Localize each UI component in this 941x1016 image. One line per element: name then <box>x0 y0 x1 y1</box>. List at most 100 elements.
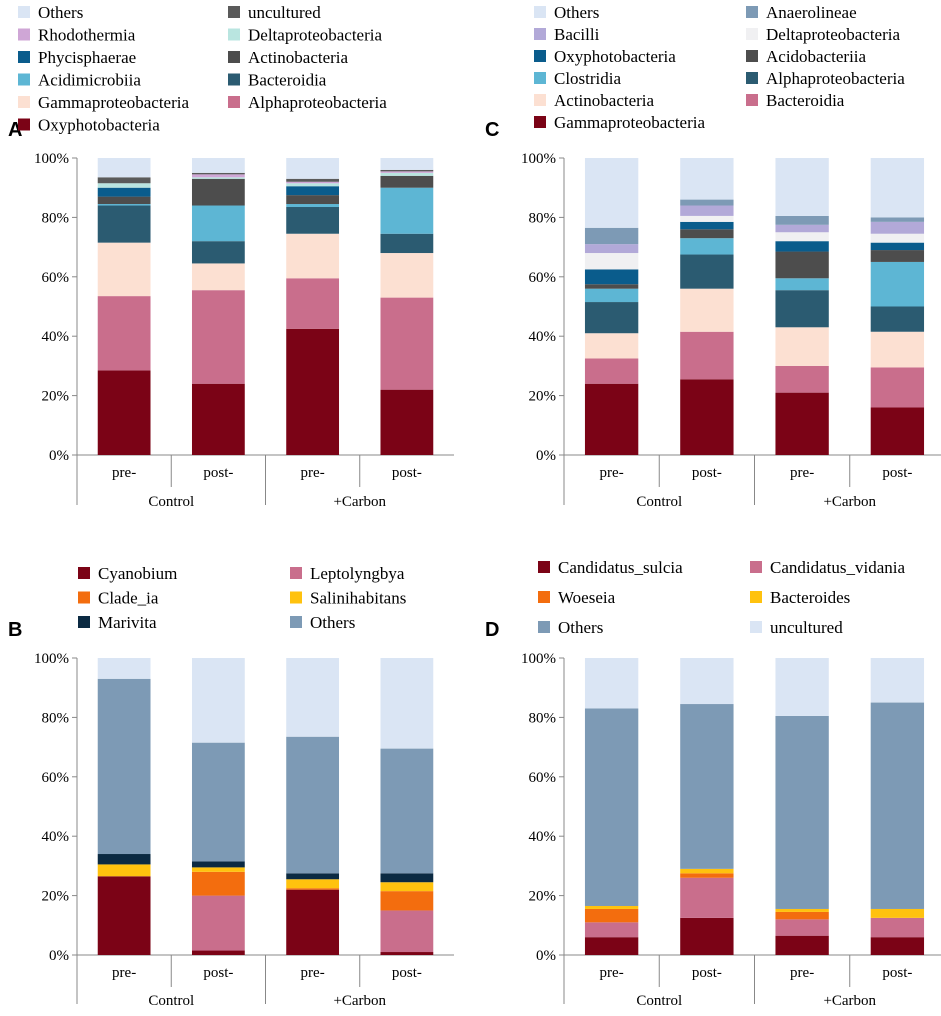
legend-item: Alphaproteobacteria <box>228 93 387 112</box>
legend-item: Phycisphaerae <box>18 48 136 67</box>
y-tick-label: 40% <box>42 329 70 345</box>
x-category-label: post- <box>203 465 233 481</box>
bar-segment-bacteroides <box>870 908 925 918</box>
legend-label: Gammaproteobacteria <box>38 93 189 112</box>
legend-swatch <box>18 51 30 63</box>
legend-item: Deltaproteobacteria <box>746 25 900 44</box>
legend-item: Others <box>534 3 599 22</box>
legend-swatch <box>78 591 90 604</box>
legend-label: Alphaproteobacteria <box>766 69 905 88</box>
legend-swatch <box>228 96 240 108</box>
legend-label: Others <box>554 3 599 22</box>
bar-segment-bacteroidia <box>97 205 151 243</box>
legend-item: Others <box>290 613 355 632</box>
legend-item: Anaerolineae <box>746 3 857 22</box>
bar-segment-clade-ia <box>286 888 340 890</box>
legend-item: Acidimicrobiia <box>18 71 141 90</box>
bar-segment-candidatus-vidania <box>680 877 734 918</box>
bar-segment-others <box>380 748 434 874</box>
legend-swatch <box>746 50 758 62</box>
bar-segment-woeseia <box>775 911 829 920</box>
bar-segment-rhodothermia <box>191 174 245 178</box>
bar-segment-actinobacteria <box>680 288 734 332</box>
y-tick-label: 60% <box>529 770 557 786</box>
legend-label: Gammaproteobacteria <box>554 113 705 132</box>
bar-segment-marivita <box>191 861 245 868</box>
bar-segment-leptolyngbya <box>380 910 434 953</box>
bar-segment-uncultured <box>870 658 925 703</box>
legend-item: Gammaproteobacteria <box>18 93 189 112</box>
y-tick-label: 0% <box>536 948 556 964</box>
bar-segment-gammaproteobacteria <box>775 392 829 455</box>
bar-segment-others <box>870 702 925 909</box>
bar-segment-clostridia <box>680 238 734 255</box>
legend-swatch <box>534 94 546 106</box>
legend-label: Acidimicrobiia <box>38 71 141 90</box>
bar-segment-uncultured <box>97 177 151 184</box>
bar-segment-uncultured <box>97 658 151 679</box>
legend-label: Others <box>310 613 355 632</box>
x-group-label: +Carbon <box>333 993 386 1009</box>
legend-swatch <box>534 72 546 84</box>
legend-item: Marivita <box>78 613 157 632</box>
legend-label: Alphaproteobacteria <box>248 93 387 112</box>
legend-swatch <box>18 6 30 18</box>
bar-segment-candidatus-sulcia <box>680 917 734 955</box>
legend-label: Bacilli <box>554 25 600 44</box>
legend-label: Oxyphotobacteria <box>38 116 160 135</box>
bar-segment-bacilli <box>584 244 639 254</box>
bar-segment-acidimicrobiia <box>380 187 434 234</box>
bar-segment-anaerolineae <box>584 227 639 245</box>
x-group-label: +Carbon <box>333 494 386 510</box>
bar-segment-uncultured <box>286 178 340 182</box>
bar-segment-phycisphaerae <box>97 187 151 197</box>
legend-swatch <box>228 28 240 41</box>
x-group-label: Control <box>148 993 194 1009</box>
bar-segment-others <box>191 742 245 862</box>
legend-swatch <box>18 28 30 41</box>
legend-item: Gammaproteobacteria <box>534 113 705 132</box>
bar-segment-uncultured <box>680 658 734 705</box>
bar-segment-gammaproteobacteria <box>191 263 245 291</box>
bar-segment-candidatus-vidania <box>870 917 925 938</box>
x-group-label: Control <box>636 993 682 1009</box>
legend-item: Actinobacteria <box>534 91 655 110</box>
bar-segment-alphaproteobacteria <box>775 290 829 328</box>
bar-segment-gammaproteobacteria <box>870 407 925 455</box>
legend-swatch <box>746 6 758 18</box>
y-tick-label: 100% <box>34 651 69 667</box>
x-category-label: pre- <box>112 465 136 481</box>
bar-segment-deltaproteobacteria <box>380 172 434 176</box>
legend-swatch <box>290 591 302 604</box>
legend-label: Bacteroidia <box>248 71 327 90</box>
legend-label: Clostridia <box>554 69 622 88</box>
x-category-label: pre- <box>600 465 624 481</box>
bar-segment-actinobacteria <box>775 327 829 366</box>
bar-segment-deltaproteobacteria <box>191 177 245 179</box>
bar-segment-candidatus-vidania <box>775 919 829 936</box>
bar-segment-others <box>191 158 245 173</box>
bar-segment-oxyphotobacteria <box>191 383 245 455</box>
legend-swatch <box>534 116 546 128</box>
bar-segment-candidatus-sulcia <box>775 935 829 955</box>
bar-segment-others <box>97 158 151 178</box>
bar-segment-actinobacteria <box>191 178 245 206</box>
bar-segment-uncultured <box>380 169 434 172</box>
legend-label: Cyanobium <box>98 564 177 583</box>
legend-item: uncultured <box>750 618 843 637</box>
legend-label: Marivita <box>98 613 157 632</box>
y-tick-label: 0% <box>536 448 556 464</box>
legend-swatch <box>18 73 30 86</box>
bar-segment-deltaproteobacteria <box>97 183 151 188</box>
bar-segment-marivita <box>286 873 340 880</box>
bar-segment-salinihabitans <box>380 882 434 892</box>
bar-segment-acidobacteriia <box>870 250 925 262</box>
bar-segment-actinobacteria <box>97 196 151 205</box>
legend-item: Deltaproteobacteria <box>228 26 382 45</box>
bar-segment-deltaproteobacteria <box>870 233 925 243</box>
x-category-label: post- <box>392 965 422 981</box>
legend-swatch <box>750 561 762 573</box>
panel-b: B Cyanobium Leptolyngbya Clade_ia Salinihabi… <box>8 564 454 1009</box>
legend-label: Actinobacteria <box>554 91 655 110</box>
bar-segment-cyanobium <box>286 889 340 955</box>
